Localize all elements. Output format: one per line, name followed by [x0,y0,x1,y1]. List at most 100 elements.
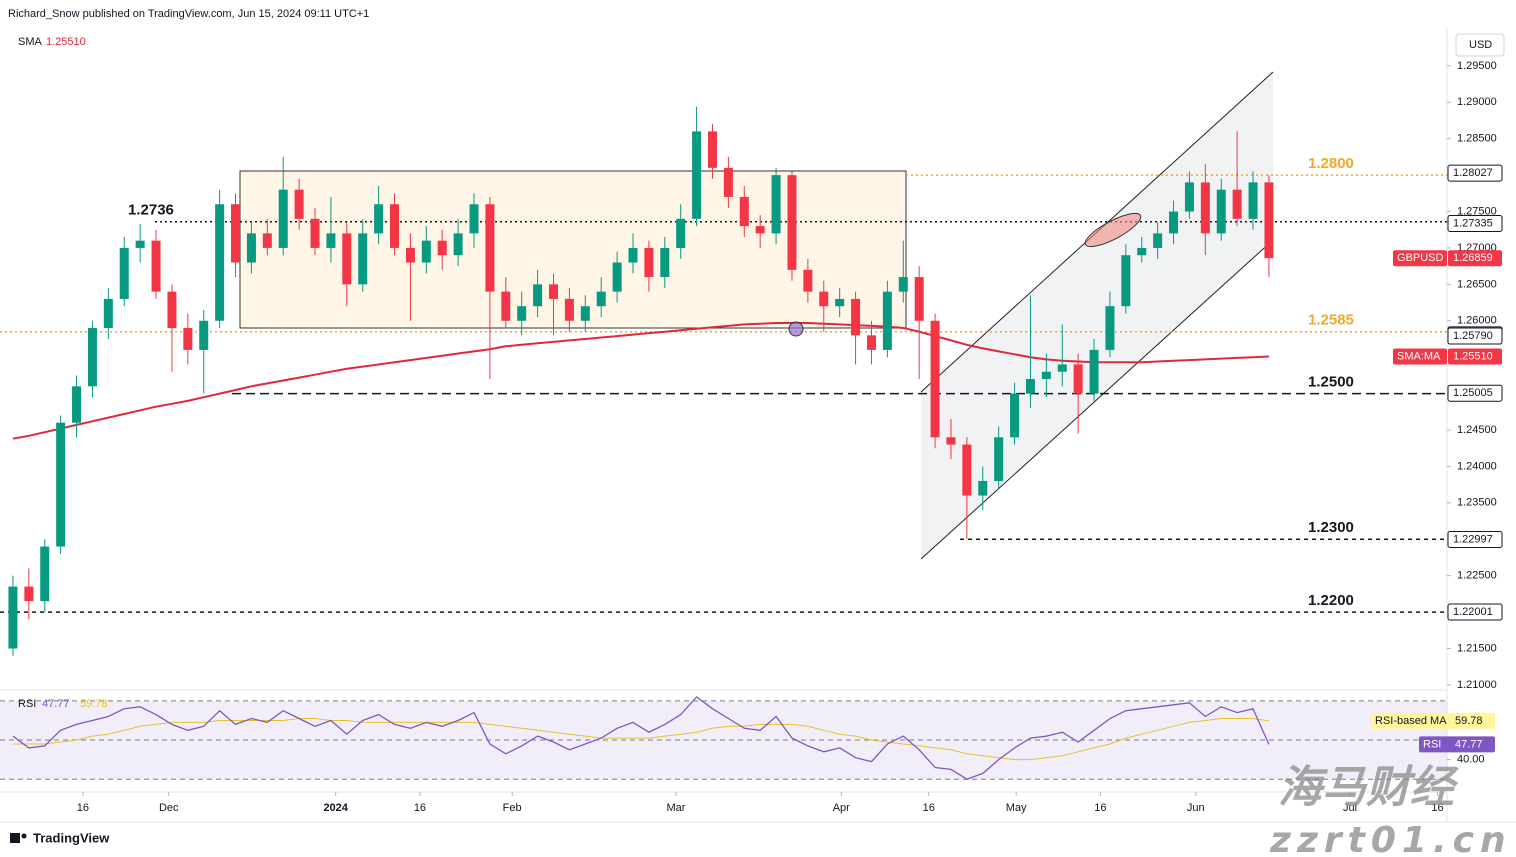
price-tag-name-box [1393,348,1447,365]
watermark-url: zzrt01.cn [1269,820,1512,857]
candle-body [1057,364,1067,372]
candle-body [564,298,574,321]
rsi-y-tick-label: 40.00 [1457,754,1485,766]
candle-body [739,196,749,227]
price-tag-label: 1.28027 [1453,167,1493,179]
level-label: 1.2585 [1308,312,1354,329]
candle-body [374,204,384,234]
candle-body [56,422,66,547]
watermark-cn: 海马财经 [1278,762,1459,813]
candle-body [1216,189,1226,234]
candle-body [469,204,479,234]
x-tick-label: 16 [77,802,89,814]
candle-body [151,240,161,292]
rsi-legend-title: RSI [18,698,36,710]
logo-mark [10,833,20,843]
y-tick-label: 1.27500 [1457,205,1497,217]
candle-body [898,277,908,292]
y-tick-label: 1.26500 [1457,278,1497,290]
candle-body [1025,379,1035,394]
candle-body [72,386,82,423]
price-tag-label: 1.22997 [1453,533,1493,545]
candle-body [1041,371,1051,380]
price-tag-box [1447,164,1503,182]
candle-body [787,175,797,270]
currency-label[interactable]: USD [1469,39,1492,51]
plot-layer: 1.210001.215001.220001.225001.230001.235… [0,60,1503,814]
rsi-tag-name: RSI-based MA [1375,715,1447,727]
candle-body [421,240,431,263]
rsi-tag-box [1371,712,1495,729]
y-tick-label: 1.21500 [1457,642,1497,654]
candle-body [628,247,638,263]
candle-body [962,444,972,496]
candle-body [851,298,861,336]
candle-body [326,233,336,248]
candle-body [1248,182,1258,219]
rsi-tag-value: 47.77 [1455,738,1483,750]
candle-body [1089,349,1099,394]
rsi-legend-value: 47.77 [42,698,70,710]
y-tick-label: 1.29500 [1457,60,1497,72]
candle-body [485,204,495,292]
candle-body [453,233,463,256]
price-tag-name: GBPUSD [1397,252,1444,264]
candle-body [310,218,320,248]
candle-body [119,247,129,299]
price-tag-label: 1.25005 [1453,387,1493,399]
candle-body [549,284,559,299]
x-tick-label: Mar [666,802,685,814]
candle-body [437,240,447,256]
x-tick-label: 16 [414,802,426,814]
sma-line [12,322,1269,440]
price-tag-box [1447,215,1503,233]
candle-body [946,437,956,445]
candle-body [87,328,97,387]
candle-body [183,328,193,350]
price-tag-name-box [1393,250,1447,267]
x-tick-label: Jul [1343,802,1357,814]
candle-body [294,189,304,219]
candle-body [755,226,765,234]
indicator-legend-name: SMA [18,36,43,48]
touch-marker [788,321,804,337]
rsi-tag-name: RSI [1423,738,1441,750]
candle-body [1137,247,1147,256]
candle-body [803,269,813,292]
candle-body [262,233,272,248]
candle-body [405,247,415,263]
candle-body [707,131,717,168]
level-label: 1.2300 [1308,519,1354,536]
y-tick-label: 1.24500 [1457,424,1497,436]
price-tag-label: 1.25790 [1453,330,1493,342]
tradingview-logo [10,833,27,843]
candle-body [723,167,733,197]
x-tick-label: Jun [1187,802,1205,814]
x-tick-label: Apr [833,802,850,814]
highlight-ellipse [1084,212,1142,248]
level-label: 1.2736 [128,202,174,219]
candle-body [103,298,113,329]
candle-body [1073,364,1083,394]
candle-body [199,320,209,350]
candle-body [612,262,622,292]
candle-body [390,204,400,248]
candle-body [596,291,606,307]
y-tick-label: 1.22500 [1457,570,1497,582]
level-label: 1.2800 [1308,155,1354,172]
candle-body [660,247,670,278]
x-tick-label: 16 [1094,802,1106,814]
y-tick-label: 1.23500 [1457,497,1497,509]
y-tick-label: 1.26000 [1457,315,1497,327]
candle-body [40,546,50,602]
candle-body [835,298,845,307]
rsi-line [12,696,1270,780]
currency-box[interactable] [1455,33,1505,57]
candle-body [8,586,18,649]
y-tick-label: 1.21000 [1457,679,1497,691]
candle-body [819,291,829,307]
footer-brand: TradingView [33,830,110,845]
candle-body [1153,233,1163,248]
